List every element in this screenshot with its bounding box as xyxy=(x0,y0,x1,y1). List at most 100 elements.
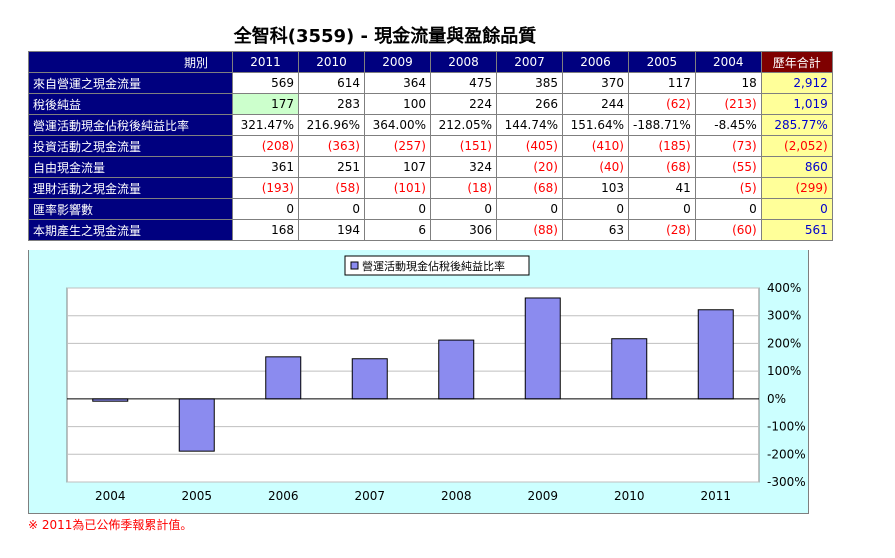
table-cell: (40) xyxy=(562,156,629,178)
table-cell: (28) xyxy=(628,219,696,241)
table-cell: 0 xyxy=(364,198,431,220)
table-cell: 569 xyxy=(232,72,299,94)
y-tick-label: -200% xyxy=(767,447,806,461)
table-cell: 151.64% xyxy=(562,114,629,136)
table-row: 本期產生之現金流量 168 194 6 306 (88) 63 (28) (60) 561 xyxy=(28,219,833,241)
row-label: 稅後純益 xyxy=(28,93,233,115)
table-cell: 321.47% xyxy=(232,114,299,136)
x-tick-label: 2007 xyxy=(354,489,385,503)
y-tick-label: 400% xyxy=(767,281,801,295)
table-row: 營運活動現金佔稅後純益比率 321.47% 216.96% 364.00% 212.05… xyxy=(28,114,833,136)
table-cell: 177 xyxy=(232,93,299,115)
cash-flow-table: 期別 2011 2010 2009 2008 2007 2006 2005 2004 歷年合計 來自… xyxy=(28,51,833,241)
table-cell: 63 xyxy=(562,219,629,241)
table-cell: (405) xyxy=(496,135,563,157)
table-cell: 364 xyxy=(364,72,431,94)
table-cell: 212.05% xyxy=(430,114,497,136)
table-cell: 614 xyxy=(298,72,365,94)
table-cell: 0 xyxy=(298,198,365,220)
table-cell: 100 xyxy=(364,93,431,115)
table-cell: 6 xyxy=(364,219,431,241)
table-cell: 0 xyxy=(694,198,762,220)
row-label: 來自營運之現金流量 xyxy=(28,72,233,94)
table-cell: 385 xyxy=(496,72,563,94)
header-year: 2005 xyxy=(628,51,696,73)
table-cell: (151) xyxy=(430,135,497,157)
header-year: 2008 xyxy=(430,51,497,73)
y-tick-label: 200% xyxy=(767,336,801,350)
bar xyxy=(178,398,215,452)
table-cell: 216.96% xyxy=(298,114,365,136)
table-cell: 266 xyxy=(496,93,563,115)
table-cell: (62) xyxy=(628,93,696,115)
table-total-cell: 561 xyxy=(760,219,833,241)
x-tick-label: 2010 xyxy=(614,489,645,503)
table-cell: 0 xyxy=(628,198,696,220)
legend-label: 營運活動現金佔稅後純益比率 xyxy=(362,259,505,273)
plot-area xyxy=(66,287,760,483)
table-cell: (257) xyxy=(364,135,431,157)
y-tick-label: 100% xyxy=(767,364,801,378)
table-cell: (5) xyxy=(694,177,762,199)
table-cell: 107 xyxy=(364,156,431,178)
row-label: 自由現金流量 xyxy=(28,156,233,178)
table-cell: (88) xyxy=(496,219,563,241)
header-year: 2010 xyxy=(298,51,365,73)
table-cell: 306 xyxy=(430,219,497,241)
header-year: 2006 xyxy=(562,51,629,73)
row-label: 匯率影響數 xyxy=(28,198,233,220)
table-total-cell: 860 xyxy=(760,156,833,178)
table-cell: 144.74% xyxy=(496,114,563,136)
table-cell: 244 xyxy=(562,93,629,115)
table-cell: 117 xyxy=(628,72,696,94)
header-year: 2004 xyxy=(694,51,762,73)
table-cell: 224 xyxy=(430,93,497,115)
table-cell: (213) xyxy=(694,93,762,115)
x-tick-label: 2005 xyxy=(181,489,212,503)
row-label: 營運活動現金佔稅後純益比率 xyxy=(28,114,233,136)
table-row: 自由現金流量 361 251 107 324 (20) (40) (68) (55) 860 xyxy=(28,156,833,178)
table-cell: 283 xyxy=(298,93,365,115)
table-cell: (20) xyxy=(496,156,563,178)
table-cell: -8.45% xyxy=(694,114,762,136)
table-cell: 361 xyxy=(232,156,299,178)
table-cell: (363) xyxy=(298,135,365,157)
x-tick-label: 2006 xyxy=(268,489,299,503)
table-cell: -188.71% xyxy=(628,114,696,136)
y-tick-label: 0% xyxy=(767,392,786,406)
table-cell: (68) xyxy=(496,177,563,199)
table-total-cell: (2,052) xyxy=(760,135,833,157)
table-cell: (208) xyxy=(232,135,299,157)
table-cell: 324 xyxy=(430,156,497,178)
legend-swatch xyxy=(350,261,359,270)
table-cell: 18 xyxy=(694,72,762,94)
x-tick-label: 2004 xyxy=(95,489,126,503)
row-label: 投資活動之現金流量 xyxy=(28,135,233,157)
table-cell: (410) xyxy=(562,135,629,157)
table-cell: (55) xyxy=(694,156,762,178)
footnote: ※ 2011為已公佈季報累計值。 xyxy=(28,518,193,532)
bar xyxy=(351,358,388,400)
table-total-cell: 285.77% xyxy=(760,114,833,136)
table-row: 投資活動之現金流量 (208) (363) (257) (151) (405) (410)(… xyxy=(28,135,833,157)
table-cell: 364.00% xyxy=(364,114,431,136)
table-cell: (185) xyxy=(628,135,696,157)
table-cell: (58) xyxy=(298,177,365,199)
chart-panel: 400% 300% 200% 100% 0% -100% -200% -300% 2004 200… xyxy=(28,250,809,514)
bar-chart: 400% 300% 200% 100% 0% -100% -200% -300% 2004 200… xyxy=(66,255,806,503)
bar xyxy=(611,338,648,400)
table-cell: (60) xyxy=(694,219,762,241)
table-row: 稅後純益 177 283 100 224 266 244 (62) (213) 1,019 xyxy=(28,93,833,115)
table-cell: (101) xyxy=(364,177,431,199)
bar xyxy=(265,356,302,400)
table-cell: 41 xyxy=(628,177,696,199)
header-total: 歷年合計 xyxy=(760,51,833,73)
table-cell: 0 xyxy=(232,198,299,220)
table-total-cell: 0 xyxy=(760,198,833,220)
table-cell: 475 xyxy=(430,72,497,94)
bar xyxy=(697,309,734,400)
table-cell: 168 xyxy=(232,219,299,241)
table-cell: (193) xyxy=(232,177,299,199)
x-tick-label: 2011 xyxy=(700,489,731,503)
table-total-cell: (299) xyxy=(760,177,833,199)
